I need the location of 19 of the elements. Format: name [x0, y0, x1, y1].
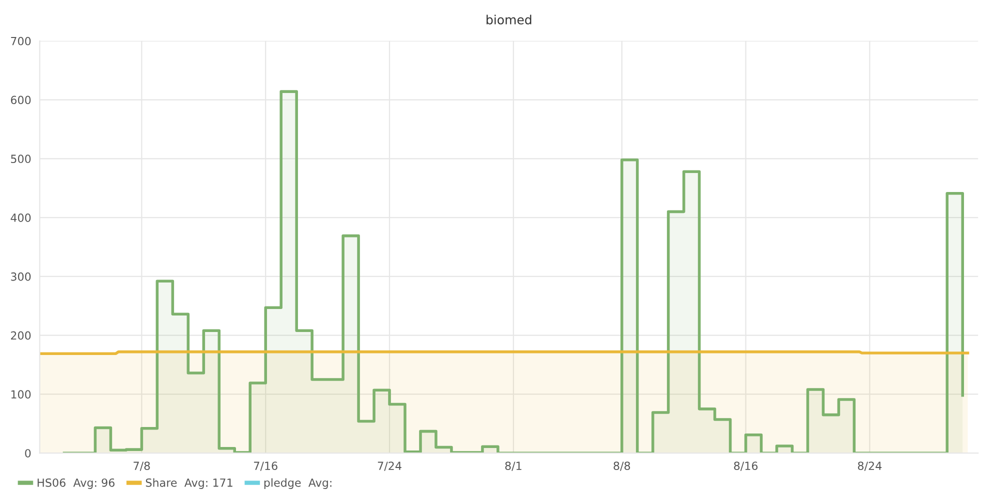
- x-tick-label: 8/16: [734, 462, 758, 471]
- legend-label: Share Avg: 171: [146, 478, 232, 489]
- chart-title: biomed: [486, 14, 532, 24]
- y-tick-label: 700: [11, 36, 31, 46]
- x-tick-label: 7/8: [134, 462, 150, 471]
- y-tick-label: 100: [11, 390, 31, 399]
- x-tick-label: 8/1: [505, 462, 522, 471]
- legend-label: HS06 Avg: 96: [38, 478, 114, 489]
- y-tick-label: 200: [10, 331, 31, 340]
- x-tick-label: 7/24: [378, 462, 402, 471]
- y-tick-label: 300: [11, 272, 31, 281]
- x-tick-label: 7/16: [254, 462, 278, 471]
- y-tick-label: 400: [10, 214, 31, 222]
- y-tick-label: 600: [10, 96, 31, 104]
- y-tick-label: 0: [25, 449, 31, 458]
- x-tick-label: 8/8: [614, 462, 630, 471]
- legend-label: pledge Avg:: [264, 478, 332, 489]
- x-tick-label: 8/24: [858, 462, 882, 471]
- y-tick-label: 500: [11, 154, 31, 164]
